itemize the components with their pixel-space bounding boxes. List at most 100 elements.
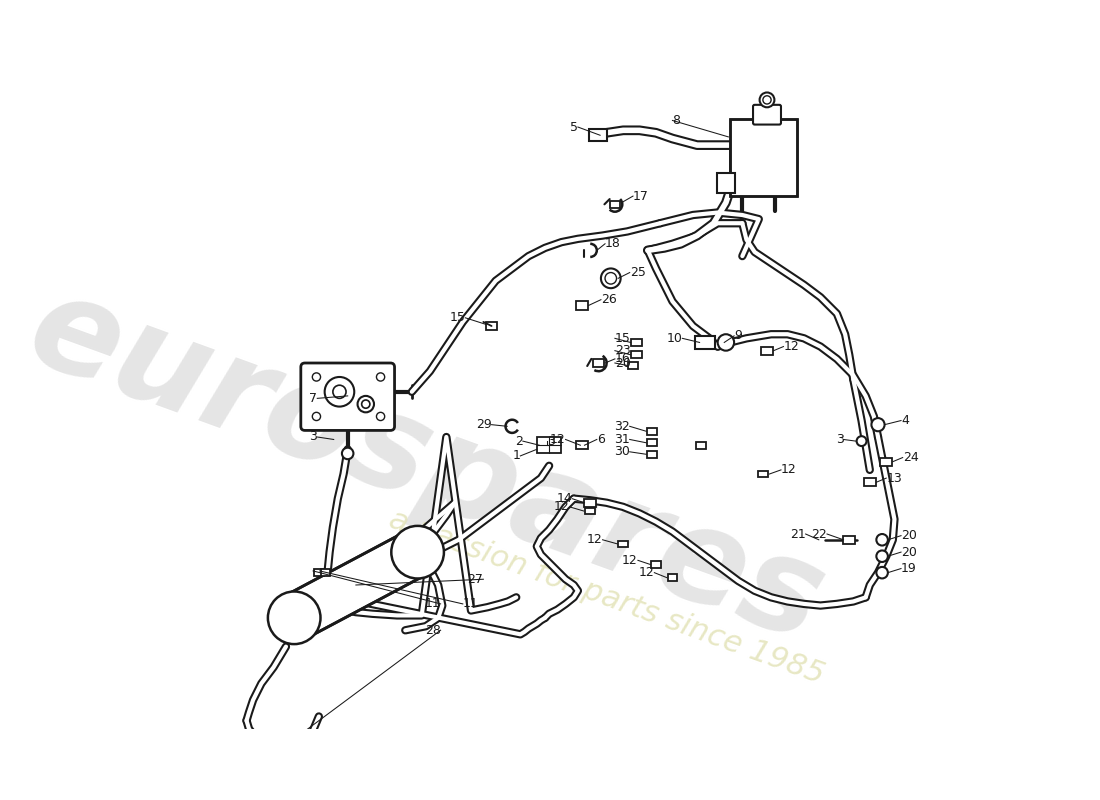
Text: 30: 30 [614, 446, 629, 458]
Bar [618, 541, 628, 547]
Text: 22: 22 [812, 527, 827, 541]
Text: 12: 12 [781, 463, 796, 476]
Text: 14: 14 [557, 492, 572, 505]
Text: 28: 28 [425, 624, 441, 637]
Text: 12: 12 [623, 554, 638, 567]
Bar [320, 570, 330, 576]
Text: 5: 5 [570, 121, 578, 134]
Circle shape [324, 377, 354, 406]
Text: 9: 9 [734, 330, 742, 342]
Bar [864, 478, 876, 486]
Bar [758, 470, 768, 478]
Circle shape [763, 96, 771, 104]
Circle shape [268, 591, 320, 644]
Bar [576, 441, 587, 450]
Bar [880, 458, 892, 466]
Text: eurospares: eurospares [12, 263, 839, 668]
Circle shape [376, 373, 385, 381]
Text: 3: 3 [836, 433, 844, 446]
Circle shape [871, 418, 884, 431]
Bar [647, 427, 657, 435]
Bar [314, 570, 323, 576]
Bar [647, 439, 657, 446]
Circle shape [362, 400, 370, 408]
Text: 29: 29 [476, 418, 492, 431]
Text: 12: 12 [550, 433, 565, 446]
Text: a passion for parts since 1985: a passion for parts since 1985 [385, 505, 828, 690]
Bar [296, 731, 306, 738]
Circle shape [605, 273, 616, 284]
FancyBboxPatch shape [300, 363, 395, 430]
Text: 23: 23 [615, 344, 630, 357]
Circle shape [312, 412, 320, 421]
Text: 11: 11 [425, 598, 441, 610]
Circle shape [877, 567, 888, 578]
Text: 17: 17 [632, 190, 649, 202]
Text: 3: 3 [309, 430, 317, 443]
Circle shape [857, 436, 867, 446]
Text: 3: 3 [548, 434, 556, 448]
Circle shape [376, 412, 385, 421]
Bar [584, 498, 596, 507]
Text: 12: 12 [586, 534, 603, 546]
Text: 13: 13 [887, 472, 902, 485]
Text: 19: 19 [901, 562, 916, 575]
Text: 24: 24 [903, 451, 918, 464]
Text: 27: 27 [468, 573, 483, 586]
Text: 12: 12 [783, 340, 800, 353]
Bar [593, 359, 604, 366]
Bar [647, 450, 657, 458]
Text: 10: 10 [667, 332, 682, 345]
Text: 32: 32 [614, 420, 629, 433]
Bar [590, 130, 607, 141]
Bar [631, 338, 641, 346]
Text: 12: 12 [554, 500, 570, 514]
Bar [651, 561, 661, 568]
Circle shape [342, 448, 353, 459]
Text: 15: 15 [450, 311, 465, 324]
Bar [585, 508, 595, 514]
Text: 20: 20 [901, 546, 917, 558]
Circle shape [877, 550, 888, 562]
Circle shape [717, 334, 734, 350]
Text: 26: 26 [601, 293, 617, 306]
Bar [761, 346, 773, 354]
Bar [575, 302, 589, 310]
Text: 16: 16 [615, 352, 630, 366]
Circle shape [333, 386, 346, 398]
Bar [695, 336, 715, 349]
Bar [844, 536, 855, 544]
Text: 20: 20 [615, 357, 630, 370]
Circle shape [358, 396, 374, 412]
Polygon shape [283, 531, 429, 639]
Text: 6: 6 [597, 433, 605, 446]
Text: 12: 12 [639, 566, 654, 579]
Text: 11: 11 [463, 598, 478, 610]
Bar [628, 362, 638, 369]
Bar [696, 442, 706, 449]
Text: 7: 7 [309, 392, 317, 405]
Bar [668, 574, 678, 581]
Text: 15: 15 [615, 332, 630, 345]
Text: 18: 18 [605, 238, 620, 250]
Circle shape [312, 373, 320, 381]
Circle shape [760, 93, 774, 107]
Text: 31: 31 [614, 433, 629, 446]
Bar [631, 351, 641, 358]
FancyBboxPatch shape [717, 173, 735, 193]
FancyBboxPatch shape [754, 105, 781, 125]
Text: 2: 2 [515, 434, 522, 448]
Text: 25: 25 [629, 266, 646, 279]
Text: 1: 1 [513, 450, 520, 462]
Text: 4: 4 [901, 414, 909, 427]
FancyBboxPatch shape [730, 119, 798, 196]
Text: 21: 21 [790, 527, 805, 541]
Circle shape [877, 534, 888, 546]
Circle shape [392, 526, 444, 578]
Text: 8: 8 [672, 114, 681, 127]
Bar [486, 322, 497, 330]
Bar [537, 437, 561, 454]
Bar [610, 201, 619, 208]
Circle shape [601, 269, 620, 288]
Text: 20: 20 [901, 529, 917, 542]
